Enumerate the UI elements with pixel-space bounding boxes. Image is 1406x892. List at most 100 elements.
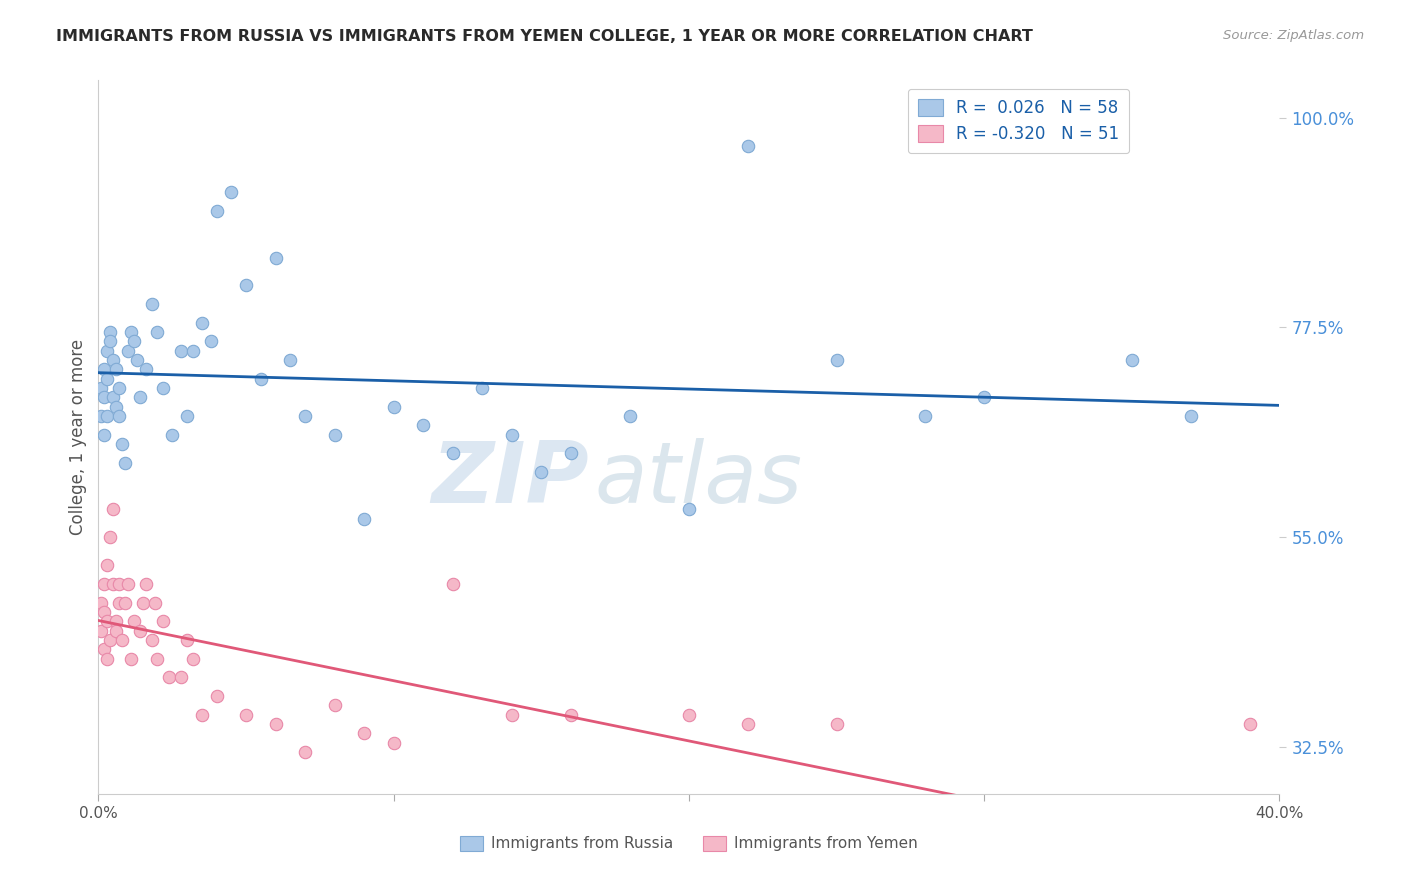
Point bbox=[737, 138, 759, 153]
Point bbox=[471, 381, 494, 395]
Point bbox=[235, 278, 257, 293]
Point bbox=[111, 632, 134, 647]
Point bbox=[93, 427, 115, 442]
Point bbox=[825, 353, 848, 368]
Point bbox=[114, 456, 136, 470]
Text: atlas: atlas bbox=[595, 438, 803, 522]
Point bbox=[93, 642, 115, 657]
Point bbox=[93, 362, 115, 376]
Point bbox=[235, 707, 257, 722]
Point bbox=[98, 334, 121, 349]
Point bbox=[117, 343, 139, 358]
Point bbox=[132, 596, 155, 610]
Point bbox=[678, 502, 700, 516]
Point bbox=[111, 437, 134, 451]
Point bbox=[221, 185, 243, 199]
Point bbox=[135, 577, 157, 591]
Point bbox=[250, 372, 273, 386]
Point bbox=[530, 465, 553, 479]
Point bbox=[973, 856, 995, 871]
Point bbox=[264, 717, 287, 731]
Point bbox=[205, 203, 228, 218]
Point bbox=[181, 651, 204, 665]
Point bbox=[1121, 875, 1143, 889]
Point bbox=[108, 381, 131, 395]
Point bbox=[90, 409, 112, 423]
Text: IMMIGRANTS FROM RUSSIA VS IMMIGRANTS FROM YEMEN COLLEGE, 1 YEAR OR MORE CORRELAT: IMMIGRANTS FROM RUSSIA VS IMMIGRANTS FRO… bbox=[56, 29, 1033, 44]
Point bbox=[619, 409, 641, 423]
Point bbox=[200, 334, 222, 349]
Point bbox=[96, 409, 118, 423]
Point bbox=[103, 391, 125, 405]
Point bbox=[105, 362, 128, 376]
Point bbox=[105, 624, 128, 638]
Point bbox=[181, 343, 204, 358]
Point bbox=[382, 735, 405, 749]
Point bbox=[737, 717, 759, 731]
Point bbox=[122, 334, 145, 349]
Point bbox=[103, 353, 125, 368]
Point bbox=[353, 512, 375, 526]
Point bbox=[117, 577, 139, 591]
Point bbox=[128, 624, 150, 638]
Point bbox=[146, 325, 169, 339]
Point bbox=[108, 409, 131, 423]
Text: ZIP: ZIP bbox=[430, 438, 589, 522]
Point bbox=[96, 372, 118, 386]
Point bbox=[170, 670, 193, 684]
Point bbox=[501, 707, 523, 722]
Point bbox=[103, 502, 125, 516]
Point bbox=[441, 446, 464, 460]
Point bbox=[1121, 353, 1143, 368]
Point bbox=[93, 605, 115, 619]
Point bbox=[108, 596, 131, 610]
Point bbox=[191, 316, 214, 330]
Point bbox=[128, 391, 150, 405]
Point bbox=[441, 577, 464, 591]
Point bbox=[280, 353, 302, 368]
Point bbox=[1239, 717, 1261, 731]
Point bbox=[157, 670, 180, 684]
Point bbox=[323, 427, 346, 442]
Point bbox=[825, 717, 848, 731]
Point bbox=[98, 325, 121, 339]
Point bbox=[382, 400, 405, 414]
Point bbox=[108, 577, 131, 591]
Point bbox=[96, 615, 118, 629]
Point bbox=[96, 343, 118, 358]
Point bbox=[152, 381, 174, 395]
Point bbox=[143, 596, 166, 610]
Point bbox=[353, 726, 375, 740]
Point bbox=[114, 596, 136, 610]
Point bbox=[264, 251, 287, 265]
Point bbox=[120, 325, 142, 339]
Point bbox=[412, 418, 434, 433]
Point bbox=[125, 353, 148, 368]
Point bbox=[98, 632, 121, 647]
Point bbox=[501, 427, 523, 442]
Point bbox=[122, 615, 145, 629]
Point bbox=[96, 651, 118, 665]
Point bbox=[103, 577, 125, 591]
Point bbox=[93, 391, 115, 405]
Point bbox=[176, 632, 198, 647]
Legend: Immigrants from Russia, Immigrants from Yemen: Immigrants from Russia, Immigrants from … bbox=[454, 830, 924, 857]
Point bbox=[105, 615, 128, 629]
Point bbox=[176, 409, 198, 423]
Point bbox=[98, 530, 121, 544]
Point bbox=[323, 698, 346, 713]
Point bbox=[93, 577, 115, 591]
Point bbox=[1180, 856, 1202, 871]
Point bbox=[294, 745, 316, 759]
Point bbox=[973, 391, 995, 405]
Point bbox=[294, 409, 316, 423]
Point bbox=[678, 707, 700, 722]
Point bbox=[135, 362, 157, 376]
Point bbox=[141, 297, 163, 311]
Point bbox=[1180, 409, 1202, 423]
Point bbox=[191, 707, 214, 722]
Point bbox=[914, 409, 936, 423]
Point bbox=[120, 651, 142, 665]
Point bbox=[205, 689, 228, 703]
Point bbox=[96, 558, 118, 573]
